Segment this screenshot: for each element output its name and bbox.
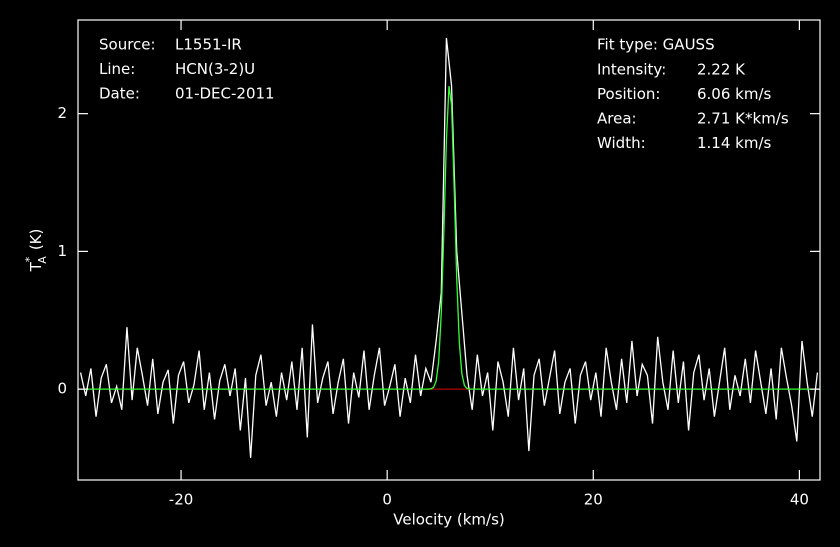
fit-label: Position:	[597, 85, 660, 103]
info-label: Line:	[99, 60, 135, 78]
plot-frame	[77, 19, 821, 481]
x-tick-label: -20	[169, 491, 194, 509]
info-value: 01-DEC-2011	[175, 85, 275, 103]
x-axis-label: Velocity (km/s)	[393, 511, 504, 529]
y-label-unit: (K)	[27, 229, 45, 251]
y-label-base: T	[27, 261, 45, 272]
fit-value: 2.22 K	[697, 61, 746, 79]
y-label-sup: *	[23, 256, 36, 262]
y-axis-label: T*A (K)	[23, 229, 49, 273]
y-tick-label: 2	[57, 104, 67, 122]
x-tick-label: 40	[790, 491, 809, 509]
info-value: HCN(3-2)U	[175, 60, 255, 78]
x-tick-label: 20	[584, 491, 603, 509]
info-label: Source:	[99, 36, 156, 54]
x-tick-label: 0	[382, 491, 392, 509]
fit-value: 2.71 K*km/s	[697, 110, 789, 128]
y-label-sub: A	[36, 256, 49, 264]
fit-value: 6.06 km/s	[697, 85, 772, 103]
y-tick-label: 1	[57, 242, 67, 260]
y-tick-label: 0	[57, 380, 67, 398]
fit-label: Width:	[597, 134, 646, 152]
info-label: Date:	[99, 85, 140, 103]
fit-value: 1.14 km/s	[697, 134, 772, 152]
spectrum-line	[78, 86, 820, 390]
fit-label: Intensity:	[597, 61, 666, 79]
fit-label: Area:	[597, 110, 637, 128]
spectrum-line	[79, 37, 819, 459]
info-value: L1551-IR	[175, 36, 242, 54]
fit-type: Fit type: GAUSS	[597, 36, 715, 54]
